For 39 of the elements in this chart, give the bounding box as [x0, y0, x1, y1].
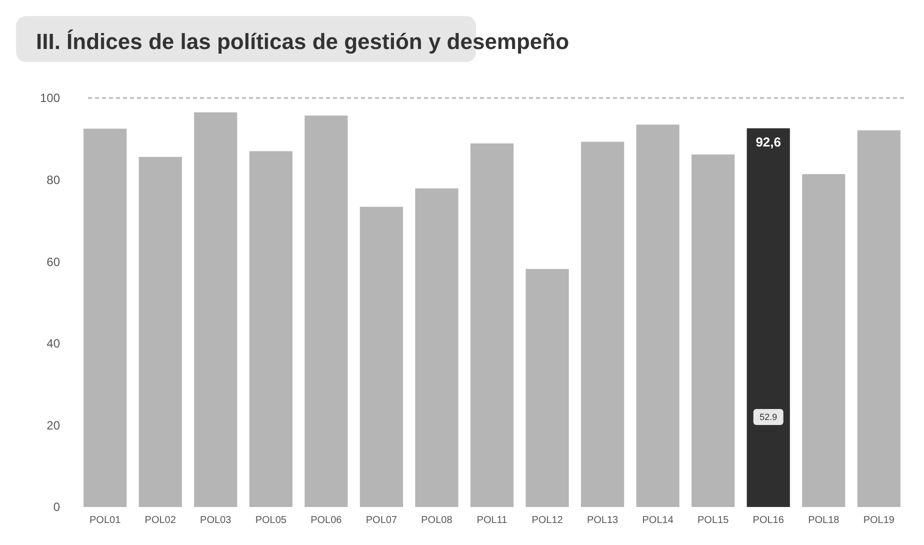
y-tick-label: 60 — [46, 254, 60, 269]
y-tick-label: 80 — [46, 173, 60, 187]
y-tick-label: 100 — [40, 91, 60, 106]
bar — [526, 268, 569, 507]
bar — [692, 154, 735, 507]
chart-title: III. Índices de las políticas de gestión y desempeño — [36, 29, 570, 54]
bar — [138, 156, 182, 507]
y-tick-label: 40 — [46, 336, 60, 351]
bar — [84, 128, 127, 507]
x-tick-label: POL13 — [586, 515, 619, 526]
x-tick-label: POL15 — [698, 515, 730, 526]
bar — [857, 130, 900, 507]
bar — [194, 112, 238, 507]
x-tick-label: POL08 — [421, 515, 453, 526]
y-tick-label: 0 — [53, 500, 60, 514]
x-tick-label: POL19 — [863, 515, 895, 526]
x-tick-label: POL12 — [532, 515, 564, 526]
annotation: 52.9 — [760, 412, 778, 422]
bar — [249, 151, 292, 507]
bar — [802, 174, 846, 507]
x-tick-label: POL18 — [808, 515, 840, 526]
bar — [470, 143, 514, 507]
bar — [636, 124, 680, 507]
y-tick-label: 20 — [46, 418, 60, 432]
data-label: 92,6 — [756, 134, 782, 150]
x-tick-label: POL14 — [642, 515, 674, 526]
bar — [415, 188, 458, 507]
x-tick-label: POL07 — [366, 515, 398, 526]
x-tick-label: POL16 — [752, 515, 784, 526]
x-tick-label: POL06 — [310, 515, 342, 526]
bar — [360, 206, 404, 507]
bar — [746, 128, 790, 507]
x-tick-label: POL01 — [90, 515, 122, 526]
x-tick-label: POL03 — [200, 515, 232, 526]
x-tick-label: POL05 — [255, 515, 287, 526]
bar — [580, 142, 624, 507]
x-tick-label: POL11 — [476, 515, 508, 526]
bar — [304, 116, 348, 507]
x-tick-label: POL02 — [144, 515, 176, 526]
